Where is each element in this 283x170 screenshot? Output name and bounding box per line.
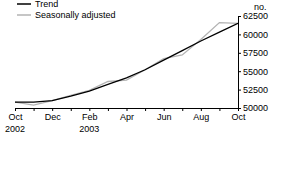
y-tick-label: 60000	[243, 30, 268, 40]
y-tick-label: 55000	[243, 67, 268, 77]
x-tick: Oct	[231, 108, 246, 122]
y-tick-mark	[238, 53, 241, 54]
series-line	[15, 23, 238, 105]
x-tick: Feb	[82, 108, 98, 122]
x-tick: Apr	[120, 108, 134, 122]
x-axis-line	[16, 109, 239, 112]
x-tick-mark	[145, 108, 146, 111]
y-tick-mark	[238, 34, 241, 35]
x-tick-mark	[182, 108, 183, 111]
x-tick	[108, 108, 109, 111]
x-tick	[219, 108, 220, 111]
y-tick: 57500	[238, 48, 268, 58]
y-axis-title: no.	[254, 2, 267, 12]
y-tick-label: 62500	[243, 11, 268, 21]
x-tick-mark	[52, 108, 53, 111]
y-tick-mark	[238, 90, 241, 91]
x-tick: Jun	[157, 108, 172, 122]
y-tick-mark	[238, 71, 241, 72]
x-tick-label: Apr	[120, 112, 134, 122]
x-tick-label: Feb	[82, 112, 98, 122]
y-axis-line	[239, 17, 242, 109]
x-tick-mark	[15, 108, 16, 111]
legend: TrendSeasonally adjusted	[17, 0, 116, 20]
x-tick-mark	[164, 108, 165, 111]
x-tick: Aug	[193, 108, 209, 122]
x-tick-mark	[71, 108, 72, 111]
x-tick-mark	[34, 108, 35, 111]
x-tick-mark	[89, 108, 90, 111]
x-tick	[34, 108, 35, 111]
y-tick: 60000	[238, 30, 268, 40]
y-tick: 55000	[238, 67, 268, 77]
x-tick-mark	[219, 108, 220, 111]
y-tick: 52500	[238, 85, 268, 95]
x-tick: Dec	[45, 108, 62, 122]
x-tick: Oct	[8, 108, 23, 122]
plot: 50000 52500 55000 57500 60000 62500 Oct Dec Feb A…	[5, 0, 268, 134]
x-tick-label: Oct	[231, 112, 246, 122]
x-tick-mark	[201, 108, 202, 111]
x-axis: Oct Dec Feb Apr Jun Aug Oct	[8, 108, 246, 122]
y-tick-label: 57500	[243, 48, 268, 58]
legend-label: Trend	[35, 0, 58, 9]
y-tick-label: 50000	[243, 103, 268, 113]
y-axis: 50000 52500 55000 57500 60000 62500	[238, 11, 268, 113]
series-line	[15, 23, 238, 102]
x-year-label: 2002	[5, 124, 25, 134]
x-tick-mark	[238, 108, 239, 111]
chart: 50000 52500 55000 57500 60000 62500 Oct Dec Feb A…	[0, 0, 283, 170]
y-tick-label: 52500	[243, 85, 268, 95]
x-tick-label: Jun	[157, 112, 172, 122]
y-tick: 62500	[238, 11, 268, 21]
x-tick-mark	[108, 108, 109, 111]
legend-swatch	[17, 3, 31, 5]
lines	[15, 23, 238, 105]
x-tick-label: Dec	[45, 112, 62, 122]
x-tick	[71, 108, 72, 111]
x-tick-label: Oct	[8, 112, 23, 122]
x-tick	[145, 108, 146, 111]
x-tick-label: Aug	[193, 112, 209, 122]
x-year-label: 2003	[79, 124, 99, 134]
legend-swatch	[17, 14, 31, 16]
legend-label: Seasonally adjusted	[35, 10, 116, 20]
x-tick-mark	[127, 108, 128, 111]
y-tick-mark	[238, 16, 241, 17]
x-tick	[182, 108, 183, 111]
